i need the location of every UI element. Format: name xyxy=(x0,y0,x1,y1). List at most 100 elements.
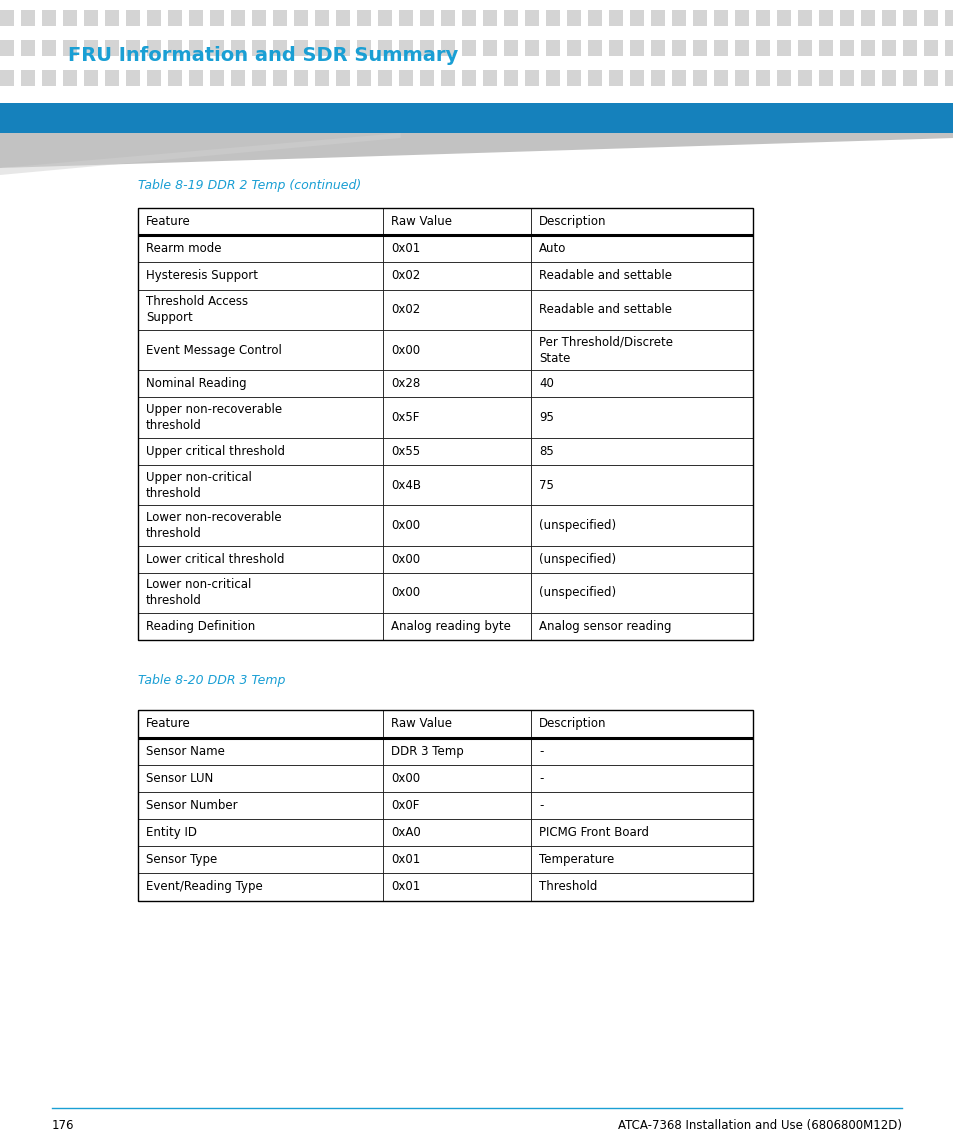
Bar xyxy=(587,40,601,56)
Bar xyxy=(440,40,455,56)
Bar xyxy=(671,40,685,56)
Bar xyxy=(105,10,119,26)
Bar xyxy=(138,505,382,546)
Bar xyxy=(419,70,434,86)
Bar xyxy=(776,40,790,56)
Bar xyxy=(314,70,329,86)
Bar xyxy=(382,765,531,792)
Bar xyxy=(382,819,531,846)
Bar xyxy=(138,330,382,370)
Bar xyxy=(63,10,77,26)
Bar xyxy=(382,235,531,262)
Bar xyxy=(382,437,531,465)
Text: 176: 176 xyxy=(52,1120,74,1132)
Bar xyxy=(531,437,752,465)
Text: ATCA-7368 Installation and Use (6806800M12D): ATCA-7368 Installation and Use (6806800M… xyxy=(618,1120,901,1132)
Text: Analog sensor reading: Analog sensor reading xyxy=(538,621,671,633)
Text: 0x01: 0x01 xyxy=(391,853,420,867)
Bar xyxy=(168,40,182,56)
Text: -: - xyxy=(538,772,543,784)
Bar xyxy=(335,70,350,86)
Bar xyxy=(147,40,161,56)
Bar xyxy=(797,40,811,56)
Bar xyxy=(650,70,664,86)
Bar xyxy=(168,10,182,26)
Bar xyxy=(531,505,752,546)
Text: 0x02: 0x02 xyxy=(391,303,420,316)
Bar xyxy=(692,40,706,56)
Bar xyxy=(231,40,245,56)
Bar xyxy=(840,10,853,26)
Bar xyxy=(0,10,14,26)
Bar xyxy=(21,10,35,26)
Text: Table 8-20 DDR 3 Temp: Table 8-20 DDR 3 Temp xyxy=(138,673,285,687)
Bar xyxy=(138,572,382,614)
Text: Reading Definition: Reading Definition xyxy=(146,621,255,633)
Text: 0x00: 0x00 xyxy=(391,553,419,566)
Bar xyxy=(629,10,643,26)
Bar xyxy=(882,10,895,26)
Bar xyxy=(138,819,382,846)
Text: 0x0F: 0x0F xyxy=(391,799,419,812)
Bar xyxy=(138,874,382,901)
Bar xyxy=(382,290,531,330)
Bar xyxy=(335,10,350,26)
Text: 85: 85 xyxy=(538,445,553,458)
Bar xyxy=(545,40,559,56)
Bar xyxy=(84,40,98,56)
Bar xyxy=(944,70,953,86)
Bar xyxy=(126,40,140,56)
Text: Threshold Access
Support: Threshold Access Support xyxy=(146,295,248,324)
Text: Event/Reading Type: Event/Reading Type xyxy=(146,881,262,893)
Bar xyxy=(335,40,350,56)
Bar xyxy=(587,10,601,26)
Bar xyxy=(902,40,916,56)
Bar xyxy=(231,70,245,86)
Bar xyxy=(42,70,56,86)
Text: 0x02: 0x02 xyxy=(391,269,420,283)
Polygon shape xyxy=(0,133,400,175)
Bar xyxy=(398,40,413,56)
Text: 0x28: 0x28 xyxy=(391,378,420,390)
Bar xyxy=(531,765,752,792)
Bar xyxy=(382,465,531,505)
Bar xyxy=(382,710,531,737)
Bar xyxy=(138,262,382,290)
Bar xyxy=(440,10,455,26)
Text: Per Threshold/Discrete
State: Per Threshold/Discrete State xyxy=(538,335,672,364)
Bar xyxy=(902,10,916,26)
Text: Sensor Name: Sensor Name xyxy=(146,744,225,758)
Bar xyxy=(356,70,371,86)
Bar xyxy=(273,40,287,56)
Bar xyxy=(797,10,811,26)
Bar xyxy=(531,262,752,290)
Text: PICMG Front Board: PICMG Front Board xyxy=(538,826,648,839)
Bar xyxy=(755,10,769,26)
Bar xyxy=(531,819,752,846)
Bar xyxy=(671,10,685,26)
Bar xyxy=(531,792,752,819)
Bar xyxy=(650,10,664,26)
Text: Sensor Number: Sensor Number xyxy=(146,799,237,812)
Text: (unspecified): (unspecified) xyxy=(538,553,616,566)
Bar xyxy=(138,235,382,262)
Bar xyxy=(524,70,538,86)
Bar xyxy=(138,846,382,874)
Bar xyxy=(63,70,77,86)
Bar xyxy=(503,10,517,26)
Bar xyxy=(531,572,752,614)
Bar xyxy=(273,70,287,86)
Bar xyxy=(902,70,916,86)
Bar xyxy=(531,710,752,737)
Text: Lower non-recoverable
threshold: Lower non-recoverable threshold xyxy=(146,511,281,540)
Text: 0x00: 0x00 xyxy=(391,519,419,532)
Bar xyxy=(21,40,35,56)
Bar xyxy=(923,10,937,26)
Text: Nominal Reading: Nominal Reading xyxy=(146,378,247,390)
Bar xyxy=(138,765,382,792)
Bar xyxy=(713,70,727,86)
Bar xyxy=(797,70,811,86)
Text: Feature: Feature xyxy=(146,215,191,228)
Text: 0x00: 0x00 xyxy=(391,344,419,356)
Bar xyxy=(42,40,56,56)
